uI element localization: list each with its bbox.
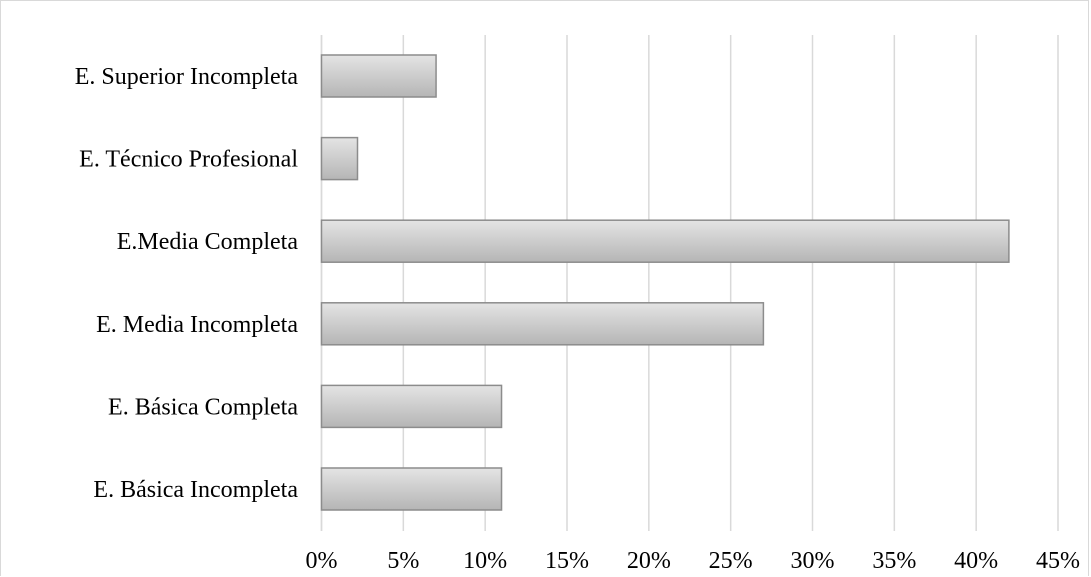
bar <box>320 219 1010 263</box>
category-label: E. Superior Incompleta <box>75 64 299 90</box>
x-tick-label: 15% <box>545 548 589 574</box>
x-tick-label: 35% <box>872 548 916 574</box>
x-tick-label: 5% <box>387 548 419 574</box>
x-tick-label: 0% <box>306 548 338 574</box>
x-tick-label: 10% <box>463 548 507 574</box>
x-tick-label: 45% <box>1036 548 1080 574</box>
category-label: E. Media Incompleta <box>96 312 298 338</box>
bar <box>320 54 437 98</box>
bars <box>320 54 1010 511</box>
x-tick-label: 40% <box>954 548 998 574</box>
x-tick-label: 30% <box>791 548 835 574</box>
category-label: E.Media Completa <box>117 229 299 255</box>
bar <box>320 467 503 511</box>
gridlines <box>320 35 1059 531</box>
category-label: E. Técnico Profesional <box>79 147 298 173</box>
x-tick-label: 20% <box>627 548 671 574</box>
bar <box>320 384 503 429</box>
bar <box>320 302 765 346</box>
bar <box>320 136 359 181</box>
x-tick-label: 25% <box>709 548 753 574</box>
category-label: E. Básica Completa <box>108 394 298 420</box>
category-labels: E. Superior Incompleta E. Técnico Profesi… <box>75 64 299 503</box>
x-tick-labels: 0% 5% 10% 15% 20% 25% 30% 35% 40% 45% <box>306 548 1081 574</box>
category-label: E. Básica Incompleta <box>93 477 298 503</box>
